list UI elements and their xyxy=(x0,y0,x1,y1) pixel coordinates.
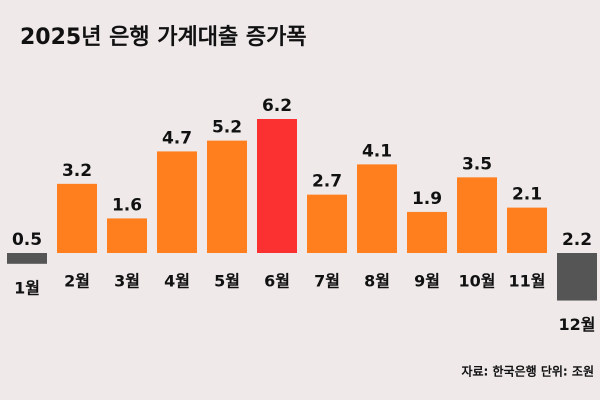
x-tick-label: 3월 xyxy=(114,272,140,291)
x-tick-label: 4월 xyxy=(164,272,190,291)
x-tick-label: 5월 xyxy=(214,272,240,291)
x-tick-label: 9월 xyxy=(414,272,440,291)
value-label: 2.7 xyxy=(312,172,342,192)
source-note: 자료: 한국은행 단위: 조원 xyxy=(461,364,594,379)
bar xyxy=(407,211,447,253)
bar xyxy=(257,119,297,253)
x-tick-label: 7월 xyxy=(314,272,340,291)
bar xyxy=(507,207,547,253)
bar xyxy=(457,177,497,253)
value-label: 1.6 xyxy=(112,195,142,215)
x-tick-label: 2월 xyxy=(64,272,90,291)
bar xyxy=(307,194,347,253)
value-label: 1.9 xyxy=(412,189,442,209)
bar xyxy=(207,140,247,253)
value-label: 4.1 xyxy=(362,141,392,161)
x-tick-label: 8월 xyxy=(364,272,390,291)
value-label: 6.2 xyxy=(262,96,292,116)
bar xyxy=(557,253,597,301)
value-label: 2.2 xyxy=(562,230,592,250)
x-tick-label: 11월 xyxy=(509,272,546,291)
value-label: 5.2 xyxy=(212,118,242,138)
bar xyxy=(157,151,197,253)
value-label: 2.1 xyxy=(512,185,542,205)
bar xyxy=(107,218,147,253)
bar xyxy=(57,183,97,253)
value-label: 3.2 xyxy=(62,161,92,181)
x-tick-label: 10월 xyxy=(459,272,496,291)
chart-title: 2025년 은행 가계대출 증가폭 xyxy=(20,25,307,50)
x-tick-label: 12월 xyxy=(559,315,596,334)
value-label: 0.5 xyxy=(12,230,42,250)
bar xyxy=(357,164,397,253)
bar xyxy=(7,253,47,264)
value-label: 4.7 xyxy=(162,128,192,148)
value-label: 3.5 xyxy=(462,154,492,174)
x-tick-label: 1월 xyxy=(14,278,40,297)
x-tick-label: 6월 xyxy=(264,272,290,291)
